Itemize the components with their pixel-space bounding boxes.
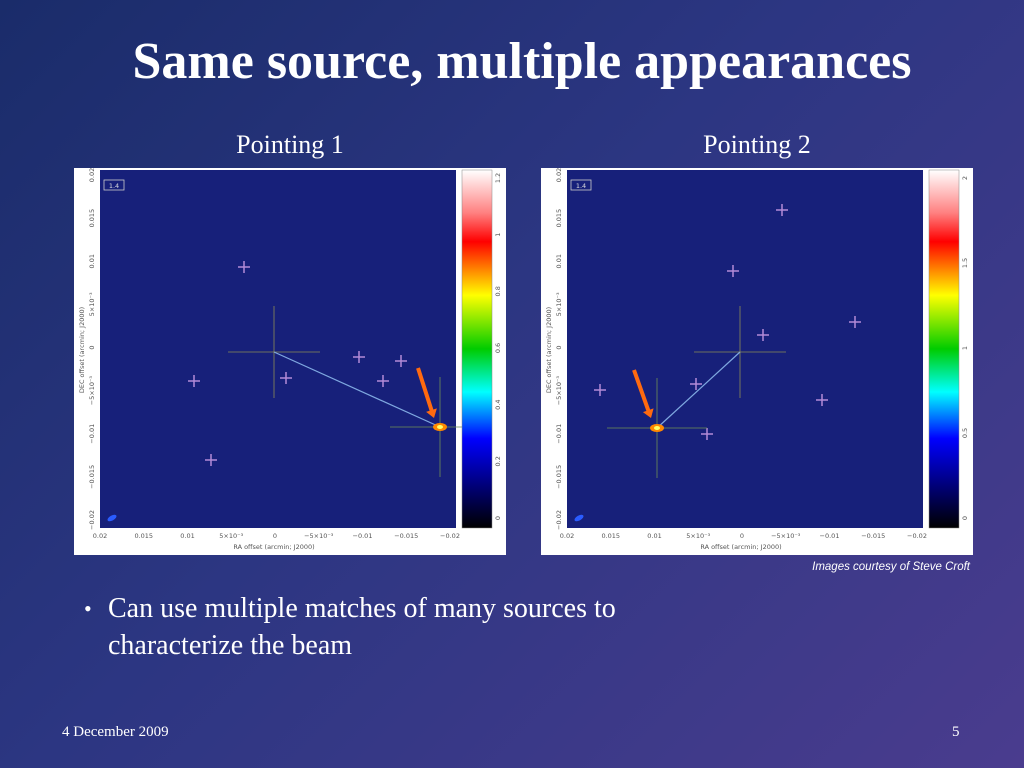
arrow-head xyxy=(642,408,654,418)
y-tick-label: 0.015 xyxy=(555,209,563,228)
image-credit: Images courtesy of Steve Croft xyxy=(812,561,970,573)
faint-source xyxy=(238,261,250,273)
y-tick-label: −5×10⁻³ xyxy=(555,376,563,406)
y-tick-label: −0.01 xyxy=(555,424,563,444)
x-tick-label: −0.015 xyxy=(861,532,885,540)
panel-heading: Pointing 1 xyxy=(236,130,344,159)
colorbar-tick-label: 0.6 xyxy=(494,343,502,353)
map-area xyxy=(567,170,923,528)
x-tick-label: 0.02 xyxy=(560,532,574,540)
x-tick-label: 0.01 xyxy=(647,532,661,540)
y-tick-label: −0.02 xyxy=(555,510,563,530)
badge: 1.4 xyxy=(576,182,586,190)
colorbar-tick-label: 1.2 xyxy=(494,173,502,183)
y-tick-label: 5×10⁻³ xyxy=(88,292,96,316)
beam-shape xyxy=(574,514,584,522)
x-tick-label: −0.02 xyxy=(440,532,460,540)
badge-box xyxy=(103,179,125,191)
colorbar-tick-label: 1.5 xyxy=(961,258,969,268)
colorbar-tick-label: 0 xyxy=(961,516,969,520)
x-tick-label: −0.01 xyxy=(820,532,840,540)
faint-source xyxy=(849,316,861,328)
x-tick-label: 5×10⁻³ xyxy=(686,532,710,540)
offset-line xyxy=(273,351,441,428)
x-tick-label: −5×10⁻³ xyxy=(771,532,801,540)
x-tick-label: −0.02 xyxy=(907,532,927,540)
y-tick-label: −0.02 xyxy=(88,510,96,530)
faint-source xyxy=(353,351,365,363)
sky-map: 1.4 1.2 1 0.8 0.6 0.4 0.2 0 0.02 0.015 0.01 5×10⁻³ 0… xyxy=(74,168,506,555)
colorbar-tick-label: 2 xyxy=(961,176,969,180)
badge-box xyxy=(570,179,592,191)
y-tick-label: 0 xyxy=(88,345,96,349)
x-tick-label: 0.01 xyxy=(180,532,194,540)
beam-shape xyxy=(107,514,117,522)
x-tick-label: 0 xyxy=(740,532,744,540)
y-axis-title: DEC offset (arcmin; J2000) xyxy=(545,307,553,393)
faint-source xyxy=(757,329,769,341)
sky-map: 1.4 2 1.5 1 0.5 0 0.02 0.015 0.01 5×10⁻³ 0 −5×10⁻³ −… xyxy=(541,168,973,555)
y-axis-title: DEC offset (arcmin; J2000) xyxy=(78,307,86,393)
faint-source xyxy=(776,204,788,216)
bullet: Can use multiple matches of many sources… xyxy=(84,590,644,664)
colorbar xyxy=(461,169,493,529)
y-tick-label: 5×10⁻³ xyxy=(555,292,563,316)
y-tick-label: 0.015 xyxy=(88,209,96,228)
page-number: 5 xyxy=(952,724,960,740)
bullet-list: Can use multiple matches of many sources… xyxy=(84,590,644,664)
arrow-shaft xyxy=(416,367,434,412)
footer-date: 4 December 2009 xyxy=(62,724,169,740)
slide-title: Same source, multiple appearances xyxy=(132,33,912,90)
x-tick-label: 0.015 xyxy=(134,532,153,540)
faint-source xyxy=(701,428,713,440)
panel-heading: Pointing 2 xyxy=(703,130,811,159)
colorbar xyxy=(928,169,960,529)
y-tick-label: −0.015 xyxy=(88,465,96,489)
bright-core xyxy=(654,426,660,430)
colorbar-tick-label: 1 xyxy=(961,346,969,350)
faint-source xyxy=(395,355,407,367)
arrow-head xyxy=(426,408,437,418)
y-tick-label: 0.02 xyxy=(88,168,96,182)
y-tick-label: 0.02 xyxy=(555,168,563,182)
y-tick-label: −0.01 xyxy=(88,424,96,444)
x-tick-label: −0.01 xyxy=(353,532,373,540)
x-tick-label: 0.02 xyxy=(93,532,107,540)
badge: 1.4 xyxy=(109,182,119,190)
map-area xyxy=(100,170,456,528)
bright-core xyxy=(437,425,443,429)
colorbar-tick-label: 0.5 xyxy=(961,428,969,438)
colorbar-tick-label: 1 xyxy=(494,233,502,237)
x-tick-label: 0 xyxy=(273,532,277,540)
y-tick-label: 0.01 xyxy=(88,254,96,268)
colorbar-tick-label: 0.2 xyxy=(494,456,502,466)
x-tick-label: −0.015 xyxy=(394,532,418,540)
faint-source xyxy=(188,375,200,387)
x-axis-title: RA offset (arcmin; J2000) xyxy=(700,543,781,551)
colorbar-tick-label: 0.4 xyxy=(494,399,502,409)
x-tick-label: −5×10⁻³ xyxy=(304,532,334,540)
x-tick-label: 0.015 xyxy=(601,532,620,540)
y-tick-label: 0.01 xyxy=(555,254,563,268)
faint-source xyxy=(690,378,702,390)
faint-source xyxy=(377,375,389,387)
x-tick-label: 5×10⁻³ xyxy=(219,532,243,540)
faint-source xyxy=(816,394,828,406)
colorbar-tick-label: 0 xyxy=(494,516,502,520)
colorbar-tick-label: 0.8 xyxy=(494,286,502,296)
faint-source xyxy=(594,384,606,396)
y-tick-label: 0 xyxy=(555,345,563,349)
faint-source xyxy=(205,454,217,466)
y-tick-label: −0.015 xyxy=(555,465,563,489)
faint-source xyxy=(280,372,292,384)
faint-source xyxy=(727,265,739,277)
arrow-shaft xyxy=(632,369,651,412)
offset-line xyxy=(656,351,741,429)
x-axis-title: RA offset (arcmin; J2000) xyxy=(233,543,314,551)
y-tick-label: −5×10⁻³ xyxy=(88,376,96,406)
